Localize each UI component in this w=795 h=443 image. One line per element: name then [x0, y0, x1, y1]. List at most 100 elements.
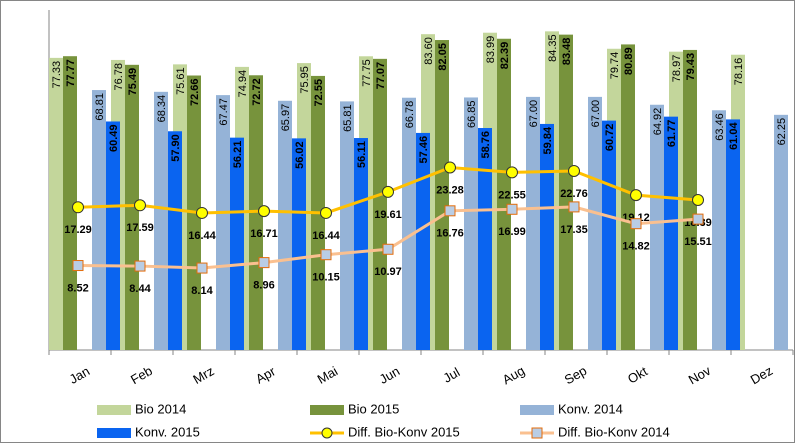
- line-marker: [444, 161, 456, 174]
- line-marker: [506, 166, 518, 179]
- bar-value-label: 84.35: [547, 34, 559, 62]
- bar-value-label: 78.16: [733, 58, 745, 86]
- bar: [168, 131, 182, 350]
- bar-value-label: 56.02: [294, 141, 306, 169]
- line-marker: [630, 218, 642, 230]
- bar-value-label: 83.99: [485, 36, 497, 64]
- bar: [712, 110, 726, 350]
- bar-value-label: 78.97: [671, 55, 683, 83]
- bar-value-label: 68.34: [156, 95, 168, 123]
- line-value-label: 8.44: [129, 283, 151, 295]
- line-value-label: 17.29: [64, 224, 92, 236]
- bar-value-label: 59.84: [542, 126, 554, 154]
- legend-label: Diff. Bio-Konv 2015: [348, 424, 460, 439]
- line-value-label: 16.71: [250, 228, 278, 240]
- bar-value-label: 82.05: [437, 43, 449, 71]
- line-marker: [196, 262, 208, 274]
- bar: [92, 90, 106, 350]
- legend-label: Bio 2014: [135, 401, 186, 416]
- line-value-label: 17.35: [560, 224, 588, 236]
- legend-label: Konv. 2015: [135, 424, 200, 439]
- bar: [497, 38, 511, 350]
- bar-value-label: 75.61: [175, 67, 187, 95]
- line-value-label: 16.99: [498, 226, 526, 238]
- line-marker: [568, 201, 580, 213]
- bar-value-label: 57.90: [170, 134, 182, 162]
- bar-value-label: 79.43: [685, 53, 697, 81]
- line-value-label: 10.97: [374, 266, 402, 278]
- legend-label: Konv. 2014: [558, 401, 623, 416]
- bar: [373, 58, 387, 350]
- bar: [650, 104, 664, 350]
- bar: [154, 91, 168, 351]
- bar-value-label: 62.25: [776, 118, 788, 146]
- line-marker: [568, 164, 580, 177]
- bar-value-label: 63.46: [714, 113, 726, 141]
- bar: [354, 138, 368, 350]
- bar-value-label: 80.89: [623, 47, 635, 75]
- legend-swatch: [97, 428, 131, 438]
- bar-value-label: 67.00: [590, 100, 602, 128]
- bar: [278, 100, 292, 350]
- bar: [774, 114, 788, 350]
- bar: [621, 44, 635, 350]
- bar-value-label: 77.33: [51, 61, 63, 89]
- bar-value-label: 60.49: [108, 124, 120, 152]
- line-value-label: 16.44: [188, 230, 216, 242]
- line-value-label: 14.82: [622, 241, 650, 253]
- legend-marker: [321, 427, 333, 439]
- bar-value-label: 82.39: [499, 42, 511, 70]
- bar: [49, 57, 63, 351]
- legend-label: Bio 2015: [348, 401, 399, 416]
- bar-value-label: 56.11: [356, 141, 368, 168]
- bar: [588, 96, 602, 350]
- x-tick-label: Jul: [441, 364, 463, 385]
- bar-value-label: 57.46: [418, 136, 430, 164]
- bar-value-label: 75.95: [299, 66, 311, 94]
- line-marker: [692, 193, 704, 206]
- line-value-label: 16.44: [312, 230, 340, 242]
- legend-marker: [531, 427, 543, 439]
- bar-value-label: 83.60: [423, 37, 435, 65]
- bar: [726, 119, 740, 350]
- bar: [416, 132, 430, 350]
- bar-value-label: 76.78: [113, 63, 125, 91]
- bar-value-label: 64.92: [652, 108, 664, 136]
- line-value-label: 16.76: [436, 228, 464, 240]
- line-value-label: 10.15: [312, 272, 340, 284]
- line-value-label: 8.52: [67, 282, 88, 294]
- line-marker: [506, 203, 518, 215]
- legend-swatch: [310, 405, 344, 415]
- bar: [125, 64, 139, 350]
- line-marker: [382, 243, 394, 255]
- bar-value-label: 58.76: [480, 131, 492, 159]
- bar: [478, 128, 492, 350]
- line-marker: [72, 201, 84, 214]
- line-marker: [630, 189, 642, 202]
- bar: [106, 121, 120, 350]
- bar-value-label: 79.74: [609, 52, 621, 80]
- bar-value-label: 68.81: [94, 93, 106, 121]
- line-marker: [320, 206, 332, 219]
- bar: [63, 56, 77, 351]
- bar-value-label: 60.72: [604, 124, 616, 152]
- line-value-label: 15.51: [684, 236, 712, 248]
- line-marker: [258, 257, 270, 269]
- line-marker: [196, 206, 208, 219]
- bar: [540, 123, 554, 350]
- line-marker: [692, 213, 704, 225]
- bar: [464, 97, 478, 350]
- bar: [340, 101, 354, 350]
- line-marker: [382, 185, 394, 198]
- bar-value-label: 72.55: [313, 79, 325, 107]
- line-marker: [320, 249, 332, 261]
- bar-value-label: 83.48: [561, 38, 573, 66]
- bar-value-label: 66.85: [466, 100, 478, 128]
- bar: [230, 137, 244, 350]
- bar: [526, 96, 540, 350]
- line-marker: [134, 199, 146, 212]
- bar-value-label: 61.04: [728, 122, 740, 150]
- bar: [402, 97, 416, 350]
- line-value-label: 22.55: [498, 189, 526, 201]
